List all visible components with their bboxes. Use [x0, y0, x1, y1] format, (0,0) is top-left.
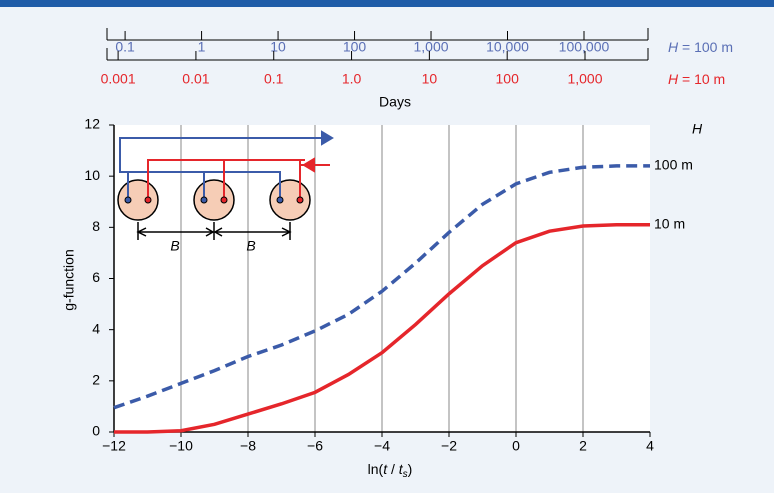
borehole [193, 179, 235, 221]
x-label-part: ) [408, 461, 413, 477]
top-tick-label: 0.001 [101, 71, 136, 87]
pipe [147, 160, 301, 198]
borehole [117, 179, 159, 221]
header-bar [0, 0, 774, 7]
pipe-dot [276, 196, 284, 204]
top-axis-label: H = 100 m [668, 39, 733, 55]
series-line [114, 223, 650, 434]
y-tick-label: 6 [92, 269, 100, 285]
top-tick-label: 100,000 [559, 39, 610, 55]
series-label: 100 m [654, 157, 693, 173]
annotation: B [170, 238, 179, 254]
top-tick-label: 0.1 [115, 39, 135, 55]
series-line [113, 164, 650, 410]
x-tick-label: −12 [102, 438, 126, 454]
x-label-part: t [383, 461, 388, 477]
pipe-dot [200, 196, 208, 204]
top-axis-label-text: = 100 m [682, 39, 733, 55]
borehole [269, 179, 311, 221]
pipe-dot [220, 196, 228, 204]
x-tick-label: −10 [169, 438, 193, 454]
y-tick-label: 4 [92, 320, 100, 336]
borehole-diagram: B B [117, 130, 334, 254]
x-tick-label: 2 [579, 438, 587, 454]
top-axis-label-var: H [668, 71, 679, 87]
pipe-dot [296, 196, 304, 204]
x-tick-label: 4 [646, 438, 654, 454]
top-axis-label: H = 10 m [668, 71, 725, 87]
arrow [302, 157, 315, 173]
top-tick-label: 10 [422, 71, 438, 87]
x-tick-label: 0 [512, 438, 520, 454]
top-axis-title: Days [379, 94, 411, 110]
arrow [321, 130, 334, 146]
top-tick-label: 1,000 [567, 71, 602, 87]
x-tick-label: −2 [441, 438, 457, 454]
x-label-part: / [387, 461, 399, 477]
x-label-part: ln( [368, 461, 384, 477]
legend-title: H [692, 121, 703, 137]
spacing-dimension [137, 222, 291, 240]
top-tick-label: 100 [343, 39, 367, 55]
pipe-dot [124, 196, 132, 204]
series-label: 10 m [654, 215, 685, 231]
top-tick-label: 0.01 [182, 71, 209, 87]
top-tick-label: 10 [270, 39, 286, 55]
y-tick-label: 10 [84, 167, 100, 183]
top-axis-label-var: H [668, 39, 679, 55]
pipe [127, 172, 281, 198]
x-label-part: t [399, 461, 404, 477]
top-tick-label: 1 [198, 39, 206, 55]
y-tick-label: 8 [92, 218, 100, 234]
top-tick-label: 1,000 [413, 39, 448, 55]
x-tick-label: −4 [374, 438, 390, 454]
top-axis-label-text: = 10 m [682, 71, 725, 87]
x-label-part: s [403, 469, 408, 480]
annotation: B [246, 238, 255, 254]
y-tick-label: 0 [92, 423, 100, 439]
x-tick-label: −8 [240, 438, 256, 454]
x-tick-label: −6 [307, 438, 323, 454]
y-tick-label: 12 [84, 116, 100, 132]
top-tick-label: 10,000 [486, 39, 529, 55]
x-axis-label: ln(t / ts) [368, 461, 413, 480]
y-axis-label: g-function [61, 249, 77, 310]
dimension-arrow [136, 227, 292, 237]
top-tick-label: 1.0 [342, 71, 362, 87]
pipe-dot [144, 196, 152, 204]
top-tick-label: 0.1 [264, 71, 284, 87]
top-tick-label: 100 [496, 71, 520, 87]
y-tick-label: 2 [92, 372, 100, 388]
